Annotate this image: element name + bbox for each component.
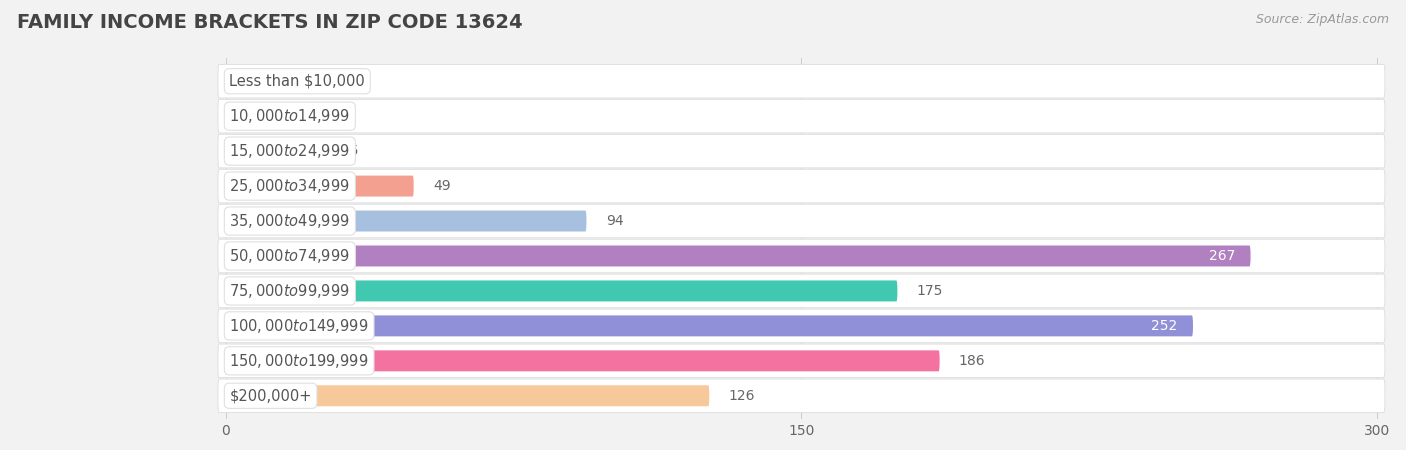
Text: 267: 267	[1209, 249, 1236, 263]
Text: $10,000 to $14,999: $10,000 to $14,999	[229, 107, 350, 125]
Text: $15,000 to $24,999: $15,000 to $24,999	[229, 142, 350, 160]
Text: 49: 49	[433, 179, 450, 193]
Text: $150,000 to $199,999: $150,000 to $199,999	[229, 352, 368, 370]
FancyBboxPatch shape	[218, 64, 1385, 98]
FancyBboxPatch shape	[225, 71, 264, 92]
Text: 186: 186	[959, 354, 986, 368]
FancyBboxPatch shape	[225, 280, 897, 302]
Text: 126: 126	[728, 389, 755, 403]
Text: $50,000 to $74,999: $50,000 to $74,999	[229, 247, 350, 265]
Text: $100,000 to $149,999: $100,000 to $149,999	[229, 317, 368, 335]
FancyBboxPatch shape	[218, 204, 1385, 238]
Text: $75,000 to $99,999: $75,000 to $99,999	[229, 282, 350, 300]
Text: Source: ZipAtlas.com: Source: ZipAtlas.com	[1256, 14, 1389, 27]
Text: $200,000+: $200,000+	[229, 388, 312, 403]
Text: FAMILY INCOME BRACKETS IN ZIP CODE 13624: FAMILY INCOME BRACKETS IN ZIP CODE 13624	[17, 14, 523, 32]
FancyBboxPatch shape	[225, 106, 291, 126]
FancyBboxPatch shape	[225, 315, 1192, 336]
FancyBboxPatch shape	[218, 309, 1385, 342]
FancyBboxPatch shape	[225, 176, 413, 197]
Text: 94: 94	[606, 214, 623, 228]
FancyBboxPatch shape	[225, 351, 939, 371]
Text: $25,000 to $34,999: $25,000 to $34,999	[229, 177, 350, 195]
Text: Less than $10,000: Less than $10,000	[229, 74, 366, 89]
FancyBboxPatch shape	[225, 385, 709, 406]
FancyBboxPatch shape	[218, 239, 1385, 273]
Text: $35,000 to $49,999: $35,000 to $49,999	[229, 212, 350, 230]
FancyBboxPatch shape	[225, 141, 322, 162]
Text: 252: 252	[1152, 319, 1178, 333]
Text: 10: 10	[283, 74, 301, 88]
FancyBboxPatch shape	[225, 246, 1250, 266]
FancyBboxPatch shape	[218, 99, 1385, 133]
Text: 17: 17	[311, 109, 328, 123]
FancyBboxPatch shape	[225, 211, 586, 231]
Text: 25: 25	[340, 144, 359, 158]
FancyBboxPatch shape	[218, 169, 1385, 203]
Text: 175: 175	[917, 284, 943, 298]
FancyBboxPatch shape	[218, 135, 1385, 168]
FancyBboxPatch shape	[218, 274, 1385, 308]
FancyBboxPatch shape	[218, 344, 1385, 378]
FancyBboxPatch shape	[218, 379, 1385, 413]
